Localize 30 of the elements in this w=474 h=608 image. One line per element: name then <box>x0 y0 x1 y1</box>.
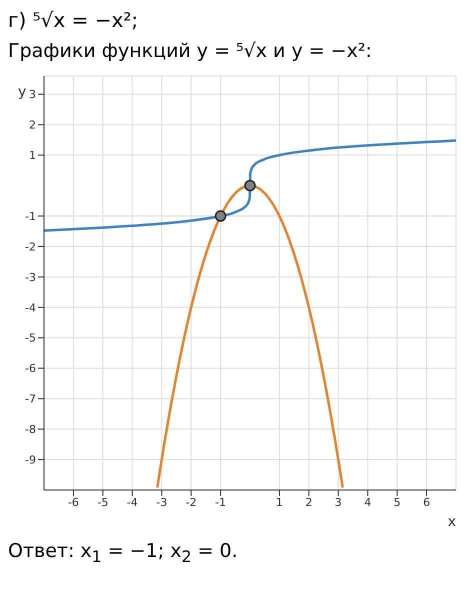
x-tick-label: -4 <box>126 496 138 509</box>
line-series <box>44 139 456 232</box>
x-tick-label: 5 <box>394 496 401 509</box>
x-tick-label: -2 <box>186 496 197 509</box>
y-tick-label: -9 <box>25 453 36 466</box>
x-tick-label: 1 <box>276 496 283 509</box>
chart-title: г) ⁵√x = −x²; <box>8 8 140 32</box>
y-axis-title: y <box>18 84 26 100</box>
y-tick-label: 1 <box>29 149 36 162</box>
y-tick-label: -3 <box>25 270 36 284</box>
x-tick-label: -3 <box>156 496 168 509</box>
y-tick-label: -5 <box>25 332 36 345</box>
text: Ответ: x$_{1}$ = −1; x$_{2}$ = 0. <box>8 540 239 566</box>
x-axis-title: x <box>448 514 456 530</box>
x-tick-label: 4 <box>364 496 372 509</box>
x-tick-label: -5 <box>97 496 108 509</box>
x-tick-label: -6 <box>68 496 79 509</box>
x-tick-label: 6 <box>423 496 430 509</box>
y-tick-label: -2 <box>25 240 36 254</box>
y-tick-label: -1 <box>25 210 36 223</box>
y-tick-label: -8 <box>25 423 36 436</box>
y-tick-label: 3 <box>29 88 36 102</box>
x-tick-label: 3 <box>334 496 342 509</box>
x-tick-label: 2 <box>305 496 312 509</box>
y-tick-label: -6 <box>25 362 36 376</box>
y-tick-label: -7 <box>25 392 36 406</box>
chart-subtitle: Графики функций y = ⁵√x и y = −x²: <box>8 40 373 62</box>
y-tick-label: -4 <box>25 301 36 314</box>
y-tick-label: 2 <box>29 118 36 132</box>
x-tick-label: -1 <box>215 496 226 509</box>
